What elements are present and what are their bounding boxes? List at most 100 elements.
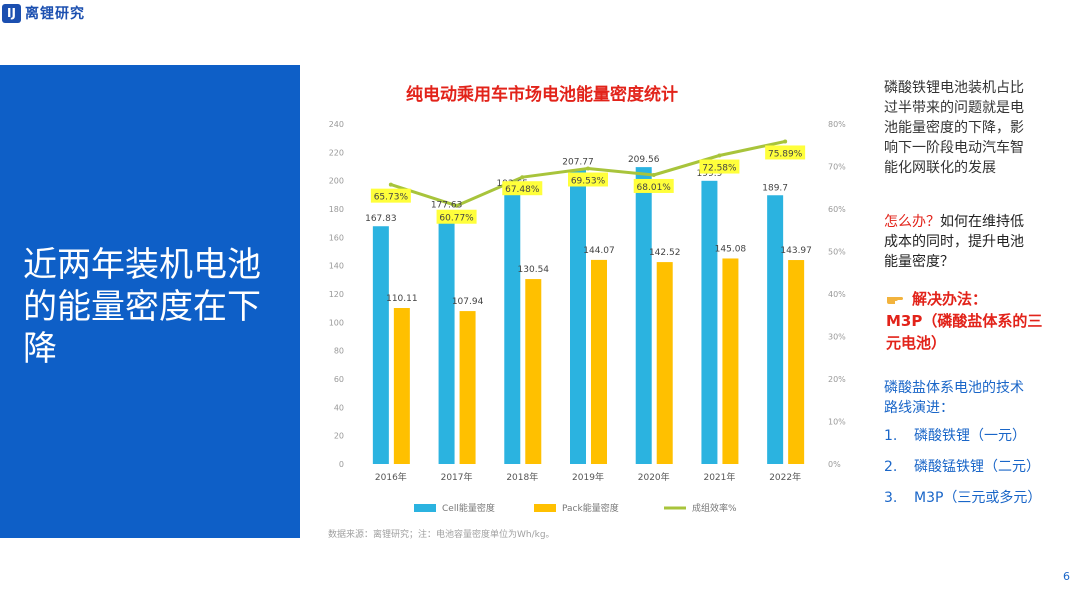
- route-item-text: M3P（三元或多元）: [914, 490, 1042, 506]
- y-left-tick-label: 100: [329, 318, 344, 327]
- y-left-tick-label: 140: [329, 262, 344, 271]
- pack-bar: [393, 308, 410, 464]
- efficiency-point: [388, 182, 393, 187]
- y-right-tick-label: 30%: [828, 333, 846, 342]
- y-right-tick-label: 50%: [828, 248, 846, 257]
- route-item-number: 3.: [884, 490, 898, 506]
- solution-block: 解决办法： M3P（磷酸盐体系的三元电池）: [886, 288, 1046, 354]
- efficiency-point: [651, 172, 656, 177]
- pack-bar: [656, 262, 673, 464]
- y-right-tick-label: 70%: [828, 163, 846, 172]
- route-item-text: 磷酸铁锂（一元）: [914, 428, 1026, 444]
- y-left-tick-label: 20: [334, 432, 344, 441]
- pack-value-label: 145.08: [715, 244, 747, 254]
- pointing-hand-icon: [887, 297, 903, 304]
- y-left-tick-label: 220: [329, 148, 344, 157]
- legend-label: Pack能量密度: [562, 502, 619, 514]
- y-right-tick-label: 20%: [828, 375, 846, 384]
- legend-label: 成组效率%: [692, 502, 737, 514]
- route-list: 1. 磷酸铁锂（一元） 2. 磷酸锰铁锂（二元） 3. M3P（三元或多元）: [884, 426, 1054, 519]
- question-text: 怎么办？如何在维持低成本的同时，提升电池能量密度？: [884, 212, 1034, 272]
- cell-bar: [372, 226, 389, 464]
- efficiency-value-label: 68.01%: [637, 183, 672, 193]
- route-item: 2. 磷酸锰铁锂（二元）: [884, 457, 1054, 477]
- legend-bar-swatch: [534, 504, 556, 512]
- efficiency-value-label: 67.48%: [505, 185, 540, 195]
- route-item-number: 1.: [884, 428, 898, 444]
- x-tick-label: 2017年: [441, 471, 473, 483]
- y-left-tick-label: 180: [329, 205, 344, 214]
- y-left-tick-label: 60: [334, 375, 344, 384]
- legend-label: Cell能量密度: [442, 502, 495, 514]
- y-left-tick-label: 80: [334, 347, 344, 356]
- slide-title: 近两年装机电池的能量密度在下降: [23, 245, 261, 369]
- cell-bar: [767, 195, 784, 464]
- y-left-tick-label: 120: [329, 290, 344, 299]
- y-right-tick-label: 10%: [828, 418, 846, 427]
- chart-footnote: 数据来源：离锂研究；注：电池容量密度单位为Wh/kg。: [328, 528, 555, 540]
- x-tick-label: 2021年: [703, 471, 735, 483]
- y-right-tick-label: 0%: [828, 460, 841, 469]
- efficiency-value-label: 60.77%: [439, 214, 474, 224]
- efficiency-label-highlight: [699, 159, 740, 174]
- cell-bar: [504, 191, 521, 464]
- efficiency-label-highlight: [765, 145, 806, 160]
- cell-bar: [438, 212, 455, 464]
- legend-bar-swatch: [414, 504, 436, 512]
- y-left-tick-label: 40: [334, 403, 344, 412]
- cell-value-label: 209.56: [628, 155, 660, 165]
- x-tick-label: 2020年: [638, 471, 670, 483]
- efficiency-point: [717, 153, 722, 158]
- efficiency-point: [783, 139, 788, 144]
- pack-bar: [459, 311, 476, 464]
- y-left-tick-label: 160: [329, 233, 344, 242]
- cell-bar: [570, 169, 586, 464]
- cell-bar: [635, 167, 652, 464]
- pack-bar: [591, 259, 607, 464]
- x-tick-label: 2019年: [572, 471, 604, 483]
- efficiency-point: [586, 166, 590, 171]
- pack-bar: [722, 258, 739, 464]
- x-tick-label: 2022年: [769, 471, 801, 483]
- y-left-tick-label: 0: [339, 460, 344, 469]
- page-number: 6: [1063, 570, 1070, 583]
- cell-value-label: 207.77: [562, 158, 594, 168]
- pack-value-label: 107.94: [452, 297, 484, 307]
- pack-value-label: 130.54: [518, 265, 550, 275]
- route-item: 3. M3P（三元或多元）: [884, 488, 1054, 508]
- pack-value-label: 143.97: [780, 246, 812, 256]
- efficiency-value-label: 72.58%: [702, 164, 737, 174]
- route-item-number: 2.: [884, 459, 898, 475]
- efficiency-value-label: 69.53%: [571, 176, 606, 186]
- chart-title: 纯电动乘用车市场电池能量密度统计: [406, 84, 678, 105]
- efficiency-point: [454, 203, 459, 208]
- efficiency-label-highlight: [633, 178, 674, 193]
- logo-name: 离锂研究: [25, 6, 85, 22]
- cell-value-label: 189.7: [762, 183, 788, 193]
- route-item: 1. 磷酸铁锂（一元）: [884, 426, 1054, 446]
- question-rest: 如何在维持低成本的同时，提升电池能量密度？: [884, 214, 1024, 270]
- y-right-tick-label: 60%: [828, 205, 846, 214]
- problem-text: 磷酸铁锂电池装机占比过半带来的问题就是电池能量密度的下降，影响下一阶段电动汽车智…: [884, 80, 1024, 176]
- energy-density-chart: 纯电动乘用车市场电池能量密度统计 0 20 40 60 80 100 120 140 160 18…: [328, 84, 846, 540]
- efficiency-label-highlight: [568, 172, 608, 187]
- pack-bar: [788, 260, 805, 464]
- x-tick-label: 2016年: [375, 471, 407, 483]
- efficiency-label-highlight: [502, 181, 543, 196]
- logo: IJ 离锂研究: [2, 3, 85, 23]
- solution-label: 解决办法：: [912, 290, 988, 308]
- y-right-tick-label: 80%: [828, 120, 846, 129]
- pack-bar: [525, 279, 542, 464]
- y-left-tick-label: 200: [329, 177, 344, 186]
- y-left-tick-label: 240: [329, 120, 344, 129]
- efficiency-point: [520, 175, 525, 180]
- pack-value-label: 142.52: [649, 248, 681, 258]
- cell-value-label: 177.63: [431, 200, 463, 210]
- solution-text: M3P（磷酸盐体系的三元电池）: [886, 312, 1043, 352]
- route-title: 磷酸盐体系电池的技术路线演进：: [884, 380, 1024, 416]
- pack-value-label: 110.11: [386, 294, 418, 304]
- efficiency-label-highlight: [436, 209, 477, 224]
- logo-mark-icon: IJ: [2, 3, 21, 23]
- efficiency-label-highlight: [370, 188, 411, 203]
- cell-bar: [701, 180, 718, 464]
